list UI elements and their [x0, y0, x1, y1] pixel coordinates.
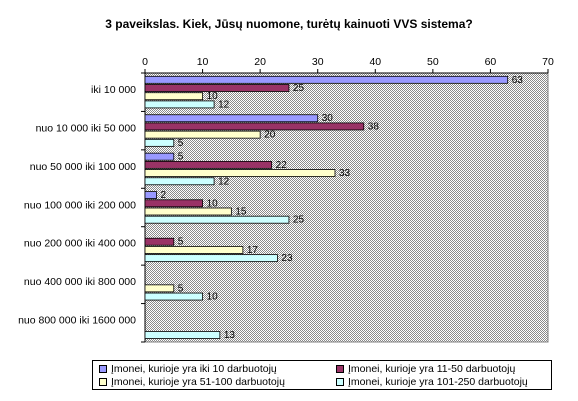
bar: [144, 130, 261, 139]
bar: [144, 122, 365, 131]
data-label: 20: [264, 130, 276, 141]
legend-item: Įmonei, kurioje yra iki 10 darbuotojų: [99, 363, 277, 375]
data-label: 25: [293, 215, 305, 226]
bar: [144, 152, 175, 161]
legend-item: Įmonei, kurioje yra 51-100 darbuotojų: [99, 376, 285, 388]
bar: [144, 114, 319, 123]
legend-item: Įmonei, kurioje yra 11-50 darbuotojų: [336, 363, 515, 375]
x-tick-label: 10: [197, 56, 209, 68]
x-tick-label: 0: [142, 56, 148, 68]
bar: [144, 331, 221, 339]
x-tick-label: 40: [369, 56, 381, 68]
x-tick-label: 60: [485, 56, 497, 68]
bar: [144, 254, 278, 263]
category-label: nuo 400 000 iki 800 000: [24, 276, 136, 288]
bar-chart: 0 10 20 30 40 50 60 70 iki 10 000 nuo 10 000 iki …: [18, 56, 554, 343]
bar: [144, 75, 509, 84]
legend-swatch: [99, 365, 107, 373]
bar: [144, 246, 244, 254]
bar: [144, 292, 203, 301]
category-label: nuo 200 000 iki 400 000: [24, 238, 136, 250]
bar: [144, 199, 203, 208]
data-label: 10: [207, 198, 219, 209]
category-label: nuo 100 000 iki 200 000: [24, 199, 136, 211]
data-label: 12: [218, 99, 230, 110]
legend-label: Įmonei, kurioje yra 51-100 darbuotojų: [111, 376, 285, 388]
legend-label: Įmonei, kurioje yra iki 10 darbuotojų: [111, 363, 277, 375]
bar: [144, 215, 290, 224]
data-label: 63: [512, 75, 524, 86]
bar: [144, 191, 157, 200]
category-label: nuo 800 000 iki 1600 000: [18, 315, 136, 327]
data-label: 13: [224, 330, 236, 341]
data-label: 15: [235, 207, 247, 218]
bar: [144, 284, 175, 293]
bar: [144, 84, 290, 92]
bar: [144, 138, 175, 147]
legend-swatch: [336, 378, 344, 386]
data-label: 22: [276, 160, 288, 171]
x-tick-label: 70: [542, 56, 554, 68]
data-label: 5: [178, 237, 184, 248]
chart-title: 3 paveikslas. Kiek, Jūsų nuomone, turėtų…: [105, 17, 473, 31]
legend-label: Įmonei, kurioje yra 101-250 darbuotojų: [348, 376, 528, 388]
data-label: 5: [178, 283, 184, 294]
legend-swatch: [336, 365, 344, 373]
data-label: 10: [207, 292, 219, 303]
bar: [144, 160, 273, 169]
bar: [144, 100, 215, 109]
data-label: 2: [161, 190, 167, 201]
data-label: 23: [281, 253, 293, 264]
bar: [144, 169, 336, 177]
data-label: 5: [178, 152, 184, 163]
data-label: 30: [322, 113, 334, 124]
category-label: nuo 50 000 iki 100 000: [30, 161, 136, 173]
chart-legend: Įmonei, kurioje yra iki 10 darbuotojų Įmo…: [92, 360, 552, 390]
data-label: 25: [293, 83, 305, 94]
bar: [144, 237, 175, 246]
category-label: iki 10 000: [91, 84, 136, 96]
bar: [144, 177, 215, 186]
x-tick-label: 50: [427, 56, 439, 68]
x-tick-label: 30: [312, 56, 324, 68]
data-label: 10: [207, 91, 219, 102]
data-label: 17: [247, 245, 259, 256]
category-label: nuo 10 000 iki 50 000: [36, 122, 137, 134]
legend-item: Įmonei, kurioje yra 101-250 darbuotojų: [336, 376, 528, 388]
bar: [144, 92, 203, 101]
bar: [144, 207, 232, 216]
legend-swatch: [99, 378, 107, 386]
data-label: 33: [339, 168, 351, 179]
data-label: 38: [368, 121, 380, 132]
data-label: 5: [178, 138, 184, 149]
legend-label: Įmonei, kurioje yra 11-50 darbuotojų: [348, 363, 516, 375]
data-label: 12: [218, 176, 230, 187]
plot-area: [144, 72, 549, 343]
x-tick-label: 20: [254, 56, 266, 68]
